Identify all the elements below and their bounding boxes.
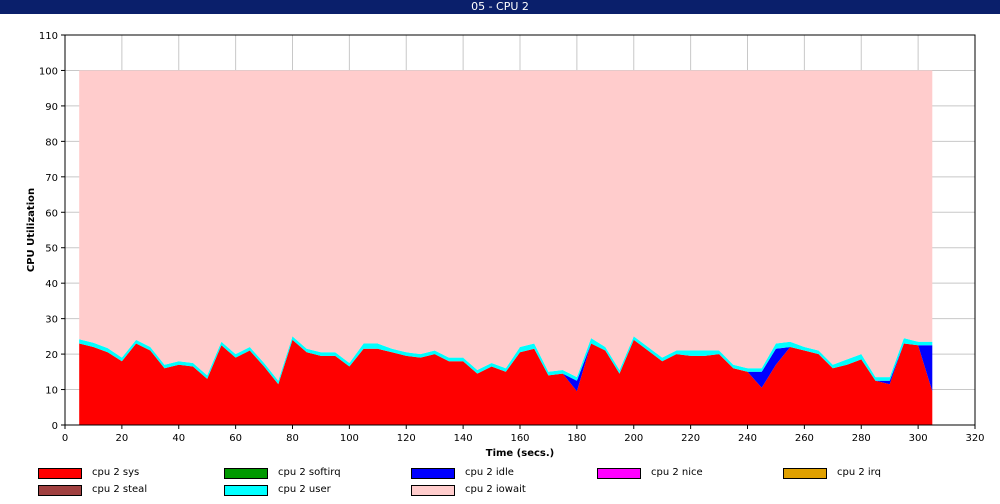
legend-swatch — [411, 467, 455, 479]
legend-label: cpu 2 steal — [92, 484, 148, 495]
y-tick-label: 90 — [45, 102, 58, 113]
y-tick-label: 30 — [45, 315, 58, 326]
y-tick-label: 50 — [45, 244, 58, 255]
legend-swatch — [597, 467, 641, 479]
legend-swatch — [224, 484, 268, 496]
x-tick-label: 40 — [172, 433, 185, 444]
legend-item-cpu-2-irq: cpu 2 irq — [783, 466, 881, 480]
y-tick-label: 100 — [39, 66, 58, 77]
x-tick-label: 300 — [909, 433, 928, 444]
area-cpu-2-sys — [79, 339, 933, 425]
y-tick-label: 10 — [45, 386, 58, 397]
x-tick-label: 160 — [510, 433, 529, 444]
x-tick-label: 320 — [965, 433, 984, 444]
x-tick-label: 200 — [624, 433, 643, 444]
window-title: 05 - CPU 2 — [471, 0, 529, 13]
legend-label: cpu 2 idle — [465, 467, 514, 478]
legend-label: cpu 2 sys — [92, 467, 140, 478]
y-tick-label: 70 — [45, 173, 58, 184]
x-tick-label: 180 — [567, 433, 586, 444]
legend-label: cpu 2 softirq — [278, 467, 341, 478]
legend-label: cpu 2 iowait — [465, 484, 526, 495]
x-tick-label: 280 — [852, 433, 871, 444]
x-tick-label: 240 — [738, 433, 757, 444]
legend-swatch — [38, 484, 82, 496]
y-axis-ticks: 0 10 20 30 40 50 60 70 80 90 100 110 — [39, 31, 65, 432]
legend-item-cpu-2-user: cpu 2 user — [224, 483, 331, 497]
chart-title-bar: 05 - CPU 2 — [0, 0, 1000, 14]
legend-label: cpu 2 nice — [651, 467, 703, 478]
cpu-utilization-chart: 0 20 40 60 80 100 120 140 160 180 200 220 240 260 280 3… — [26, 31, 985, 459]
legend-item-cpu-2-idle: cpu 2 idle — [411, 466, 514, 480]
legend-label: cpu 2 irq — [837, 467, 881, 478]
y-tick-label: 0 — [52, 421, 58, 432]
y-tick-label: 80 — [45, 137, 58, 148]
area-cpu-2-iowait — [79, 70, 933, 381]
legend-item-cpu-2-nice: cpu 2 nice — [597, 466, 703, 480]
y-tick-label: 110 — [39, 31, 58, 42]
legend-item-cpu-2-softirq: cpu 2 softirq — [224, 466, 341, 480]
y-tick-label: 40 — [45, 279, 58, 290]
y-axis-label: CPU Utilization — [26, 188, 37, 272]
y-tick-label: 20 — [45, 350, 58, 361]
x-tick-label: 220 — [681, 433, 700, 444]
x-tick-label: 80 — [286, 433, 299, 444]
x-axis-label: Time (secs.) — [486, 448, 555, 459]
legend-swatch — [224, 467, 268, 479]
stacked-areas — [79, 70, 933, 425]
y-tick-label: 60 — [45, 208, 58, 219]
x-tick-label: 60 — [229, 433, 242, 444]
legend-item-cpu-2-iowait: cpu 2 iowait — [411, 483, 526, 497]
legend: cpu 2 sys cpu 2 softirq cpu 2 idle cpu 2 ni… — [0, 462, 1000, 504]
x-tick-label: 20 — [116, 433, 129, 444]
x-tick-label: 260 — [795, 433, 814, 444]
legend-swatch — [783, 467, 827, 479]
legend-swatch — [411, 484, 455, 496]
x-tick-label: 100 — [340, 433, 359, 444]
legend-item-cpu-2-sys: cpu 2 sys — [38, 466, 139, 480]
legend-item-cpu-2-steal: cpu 2 steal — [38, 483, 147, 497]
legend-label: cpu 2 user — [278, 484, 331, 495]
x-tick-label: 0 — [62, 433, 68, 444]
x-tick-label: 140 — [454, 433, 473, 444]
legend-swatch — [38, 467, 82, 479]
x-tick-label: 120 — [397, 433, 416, 444]
x-axis-ticks: 0 20 40 60 80 100 120 140 160 180 200 220 240 260 280 3… — [62, 425, 985, 444]
